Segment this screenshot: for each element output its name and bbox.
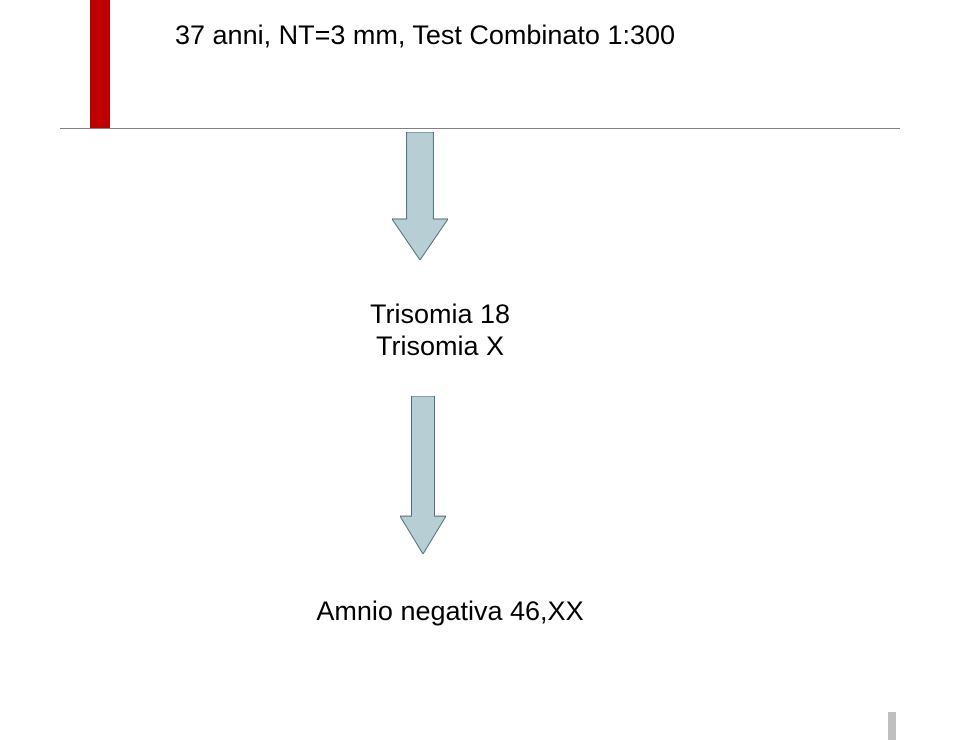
text-line: Amnio negativa 46,XX (300, 595, 600, 627)
result-block-1: Trisomia 18Trisomia X (350, 298, 530, 363)
page-title: 37 anni, NT=3 mm, Test Combinato 1:300 (175, 20, 675, 51)
footer-accent (888, 712, 896, 740)
result-block-2: Amnio negativa 46,XX (300, 595, 600, 627)
down-arrow-icon (392, 132, 448, 260)
accent-bar (90, 0, 110, 128)
text-line: Trisomia X (350, 330, 530, 362)
down-arrow-icon (400, 396, 446, 554)
text-line: Trisomia 18 (350, 298, 530, 330)
divider (60, 128, 900, 129)
